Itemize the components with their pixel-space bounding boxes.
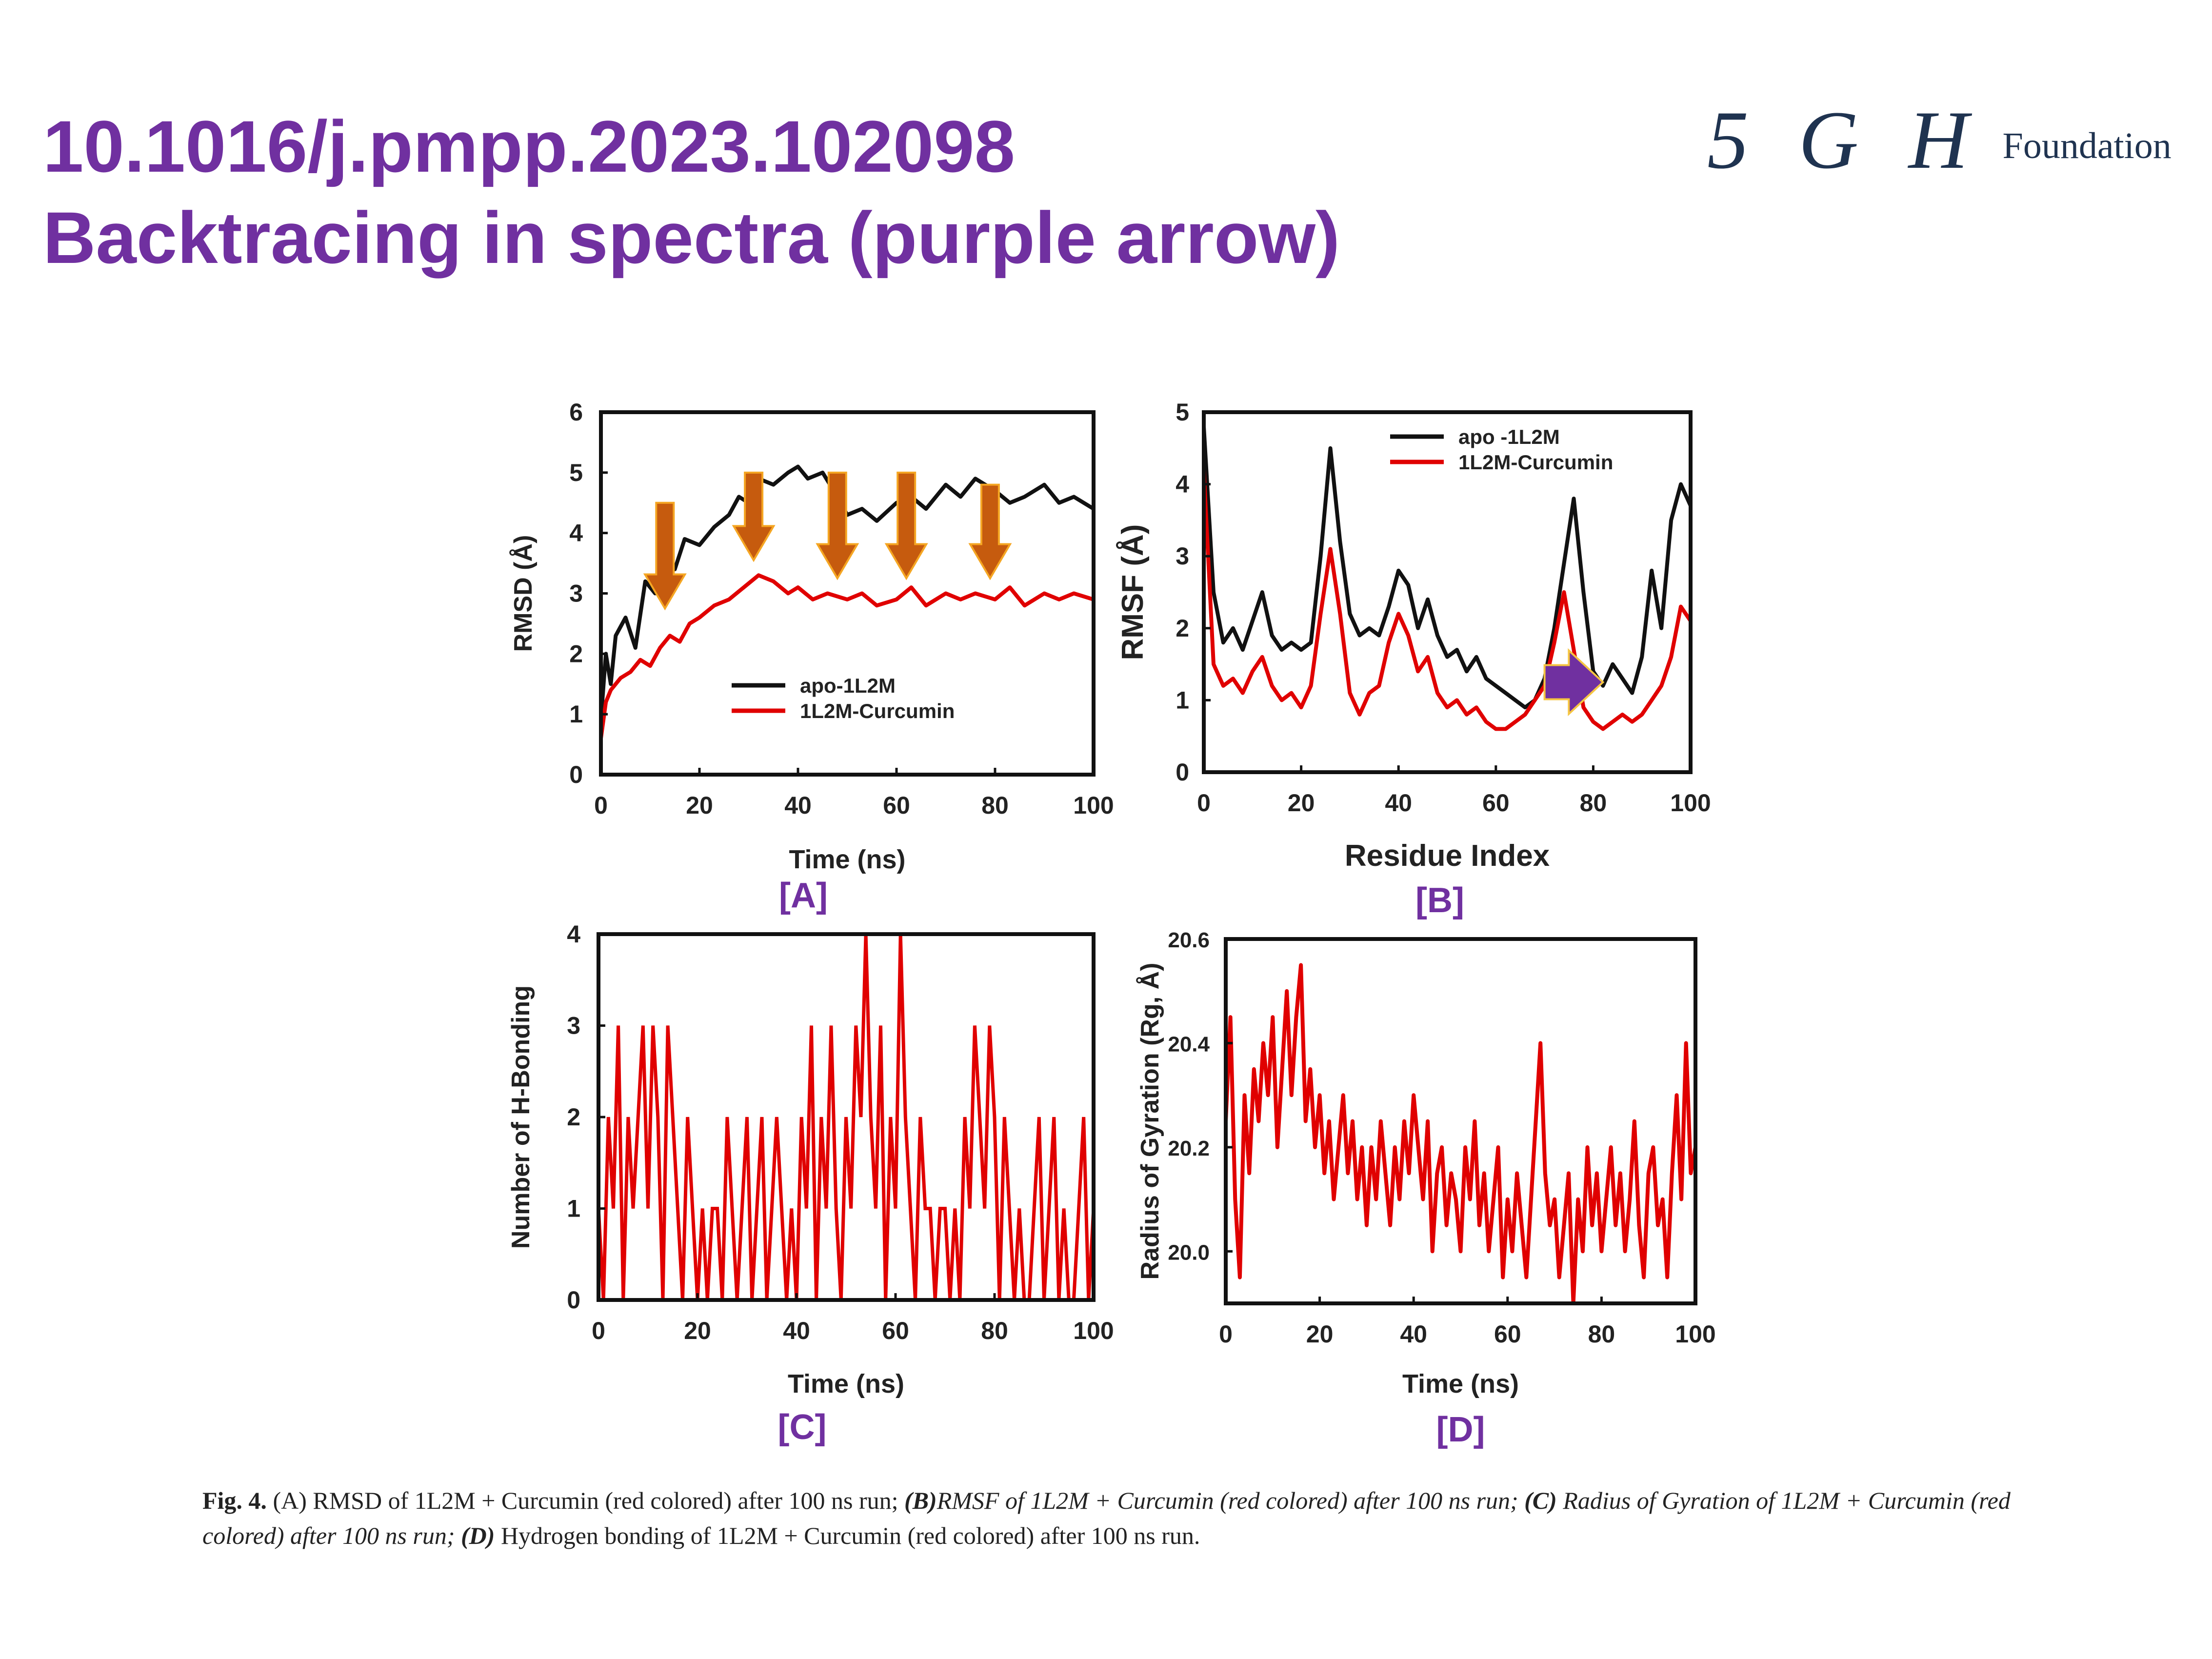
y-tick-label: 4 [567, 920, 580, 948]
x-tick-label: 0 [592, 1317, 605, 1344]
y-tick-label: 4 [1176, 471, 1189, 498]
series-line-c-0 [597, 934, 1096, 1302]
x-tick-label: 60 [883, 792, 910, 819]
logo-word: Foundation [2002, 125, 2172, 166]
x-tick-label: 100 [1073, 792, 1114, 819]
y-tick-label: 5 [569, 459, 583, 486]
x-axis-label: Time (ns) [789, 845, 905, 874]
x-tick-label: 40 [784, 792, 812, 819]
legend-label: apo -1L2M [1458, 425, 1560, 448]
x-tick-label: 40 [1385, 789, 1412, 817]
orange-down-arrow [732, 471, 776, 562]
x-axis-label: Time (ns) [788, 1369, 904, 1399]
y-tick-label: 20.6 [1168, 928, 1210, 952]
caption-d: Hydrogen bonding of 1L2M + Curcumin (red… [500, 1522, 1200, 1549]
y-tick-label: 1 [1176, 686, 1189, 714]
x-tick-label: 60 [1482, 789, 1510, 817]
y-tick-label: 1 [567, 1195, 580, 1222]
y-tick-label: 20.4 [1168, 1032, 1210, 1056]
x-axis-label: Time (ns) [1402, 1369, 1519, 1399]
y-tick-label: 3 [569, 580, 583, 607]
orange-down-arrow [816, 471, 859, 580]
y-axis-label: RMSD (Å) [509, 535, 538, 652]
caption-b: RMSF of 1L2M + Curcumin (red colored) af… [937, 1487, 1518, 1514]
x-tick-label: 20 [1306, 1320, 1334, 1348]
orange-down-arrow [884, 471, 928, 580]
chart-c: 0 20 40 60 80 100 0 1 2 3 4 Time (ns) Number of H-Bo… [507, 920, 1114, 1447]
x-tick-label: 0 [1219, 1320, 1233, 1348]
caption-b-label: (B) [904, 1487, 937, 1514]
panel-label-a: [A] [779, 876, 828, 915]
caption-fig-number: Fig. 4. [202, 1487, 267, 1514]
orange-down-arrow [643, 501, 687, 611]
x-tick-label: 100 [1675, 1320, 1715, 1348]
x-tick-label: 80 [1580, 789, 1607, 817]
x-tick-label: 100 [1073, 1317, 1114, 1344]
y-tick-label: 2 [569, 640, 583, 667]
x-tick-label: 20 [1288, 789, 1315, 817]
x-tick-label: 20 [686, 792, 713, 819]
purple-right-arrow [1543, 648, 1605, 717]
y-axis-label: Radius of Gyration (Rg, Å) [1136, 963, 1164, 1280]
x-tick-label: 80 [981, 1317, 1008, 1344]
y-tick-label: 0 [569, 761, 583, 788]
legend-label: 1L2M-Curcumin [1458, 451, 1613, 474]
series-line-b-1 [1202, 469, 1693, 731]
x-tick-label: 20 [684, 1317, 711, 1344]
y-tick-label: 3 [567, 1012, 580, 1039]
chart-d: 0 20 40 60 80 100 20.0 20.2 20.4 20.6 Time (ns) Rad… [1136, 928, 1716, 1449]
legend-label: 1L2M-Curcumin [800, 700, 955, 722]
caption-d-label: (D) [461, 1522, 495, 1549]
y-tick-label: 5 [1176, 399, 1189, 426]
caption-c: Radius of Gyration of 1L2M + Curcumin (r… [202, 1487, 2011, 1549]
orange-down-arrow [968, 483, 1012, 580]
x-tick-label: 0 [594, 792, 608, 819]
panel-label-d: [D] [1436, 1410, 1485, 1449]
panel-label-b: [B] [1415, 881, 1464, 920]
legend-label: apo-1L2M [800, 674, 896, 697]
series-line-a-1 [599, 573, 1095, 739]
y-tick-label: 0 [567, 1286, 580, 1314]
y-tick-label: 20.2 [1168, 1137, 1210, 1160]
y-tick-label: 2 [1176, 615, 1189, 642]
y-tick-label: 3 [1176, 542, 1189, 570]
x-tick-label: 100 [1670, 789, 1711, 817]
panel-label-c: [C] [778, 1408, 827, 1447]
y-tick-label: 4 [569, 520, 583, 547]
x-tick-label: 0 [1197, 789, 1211, 817]
foundation-logo: 5 G H Foundation [1707, 93, 2172, 190]
plot-frame-d [1224, 937, 1697, 1305]
x-tick-label: 40 [1400, 1320, 1427, 1348]
x-tick-label: 80 [1588, 1320, 1615, 1348]
x-tick-label: 80 [981, 792, 1009, 819]
caption-c-label: (C) [1524, 1487, 1557, 1514]
figure-caption: Fig. 4. (A) RMSD of 1L2M + Curcumin (red… [202, 1483, 2056, 1553]
y-tick-label: 6 [569, 399, 583, 426]
y-tick-label: 0 [1176, 759, 1189, 786]
y-tick-label: 2 [567, 1103, 580, 1131]
slide-subtitle: Backtracing in spectra (purple arrow) [43, 197, 1340, 279]
x-tick-label: 60 [1494, 1320, 1521, 1348]
series-line-b-0 [1202, 426, 1693, 710]
x-tick-label: 60 [882, 1317, 909, 1344]
caption-a: (A) RMSD of 1L2M + Curcumin (red colored… [273, 1487, 898, 1514]
plot-frame-b [1202, 410, 1693, 774]
y-tick-label: 20.0 [1168, 1240, 1210, 1264]
series-line-d-0 [1224, 963, 1697, 1305]
y-axis-label: RMSF (Å) [1116, 524, 1150, 660]
chart-b: 0 20 40 60 80 100 0 1 2 3 4 5 Residue Index RMSF (Å) [… [1116, 399, 1711, 920]
y-tick-label: 1 [569, 700, 583, 728]
logo-mark: 5 G H [1707, 94, 1983, 186]
chart-a: 0 20 40 60 80 100 0 1 2 3 4 5 6 Time (ns) RMSD (Å) [A] a… [509, 399, 1114, 915]
x-axis-label: Residue Index [1345, 839, 1550, 873]
x-tick-label: 40 [783, 1317, 810, 1344]
doi-title: 10.1016/j.pmpp.2023.102098 [43, 105, 1016, 187]
y-axis-label: Number of H-Bonding [507, 985, 535, 1249]
